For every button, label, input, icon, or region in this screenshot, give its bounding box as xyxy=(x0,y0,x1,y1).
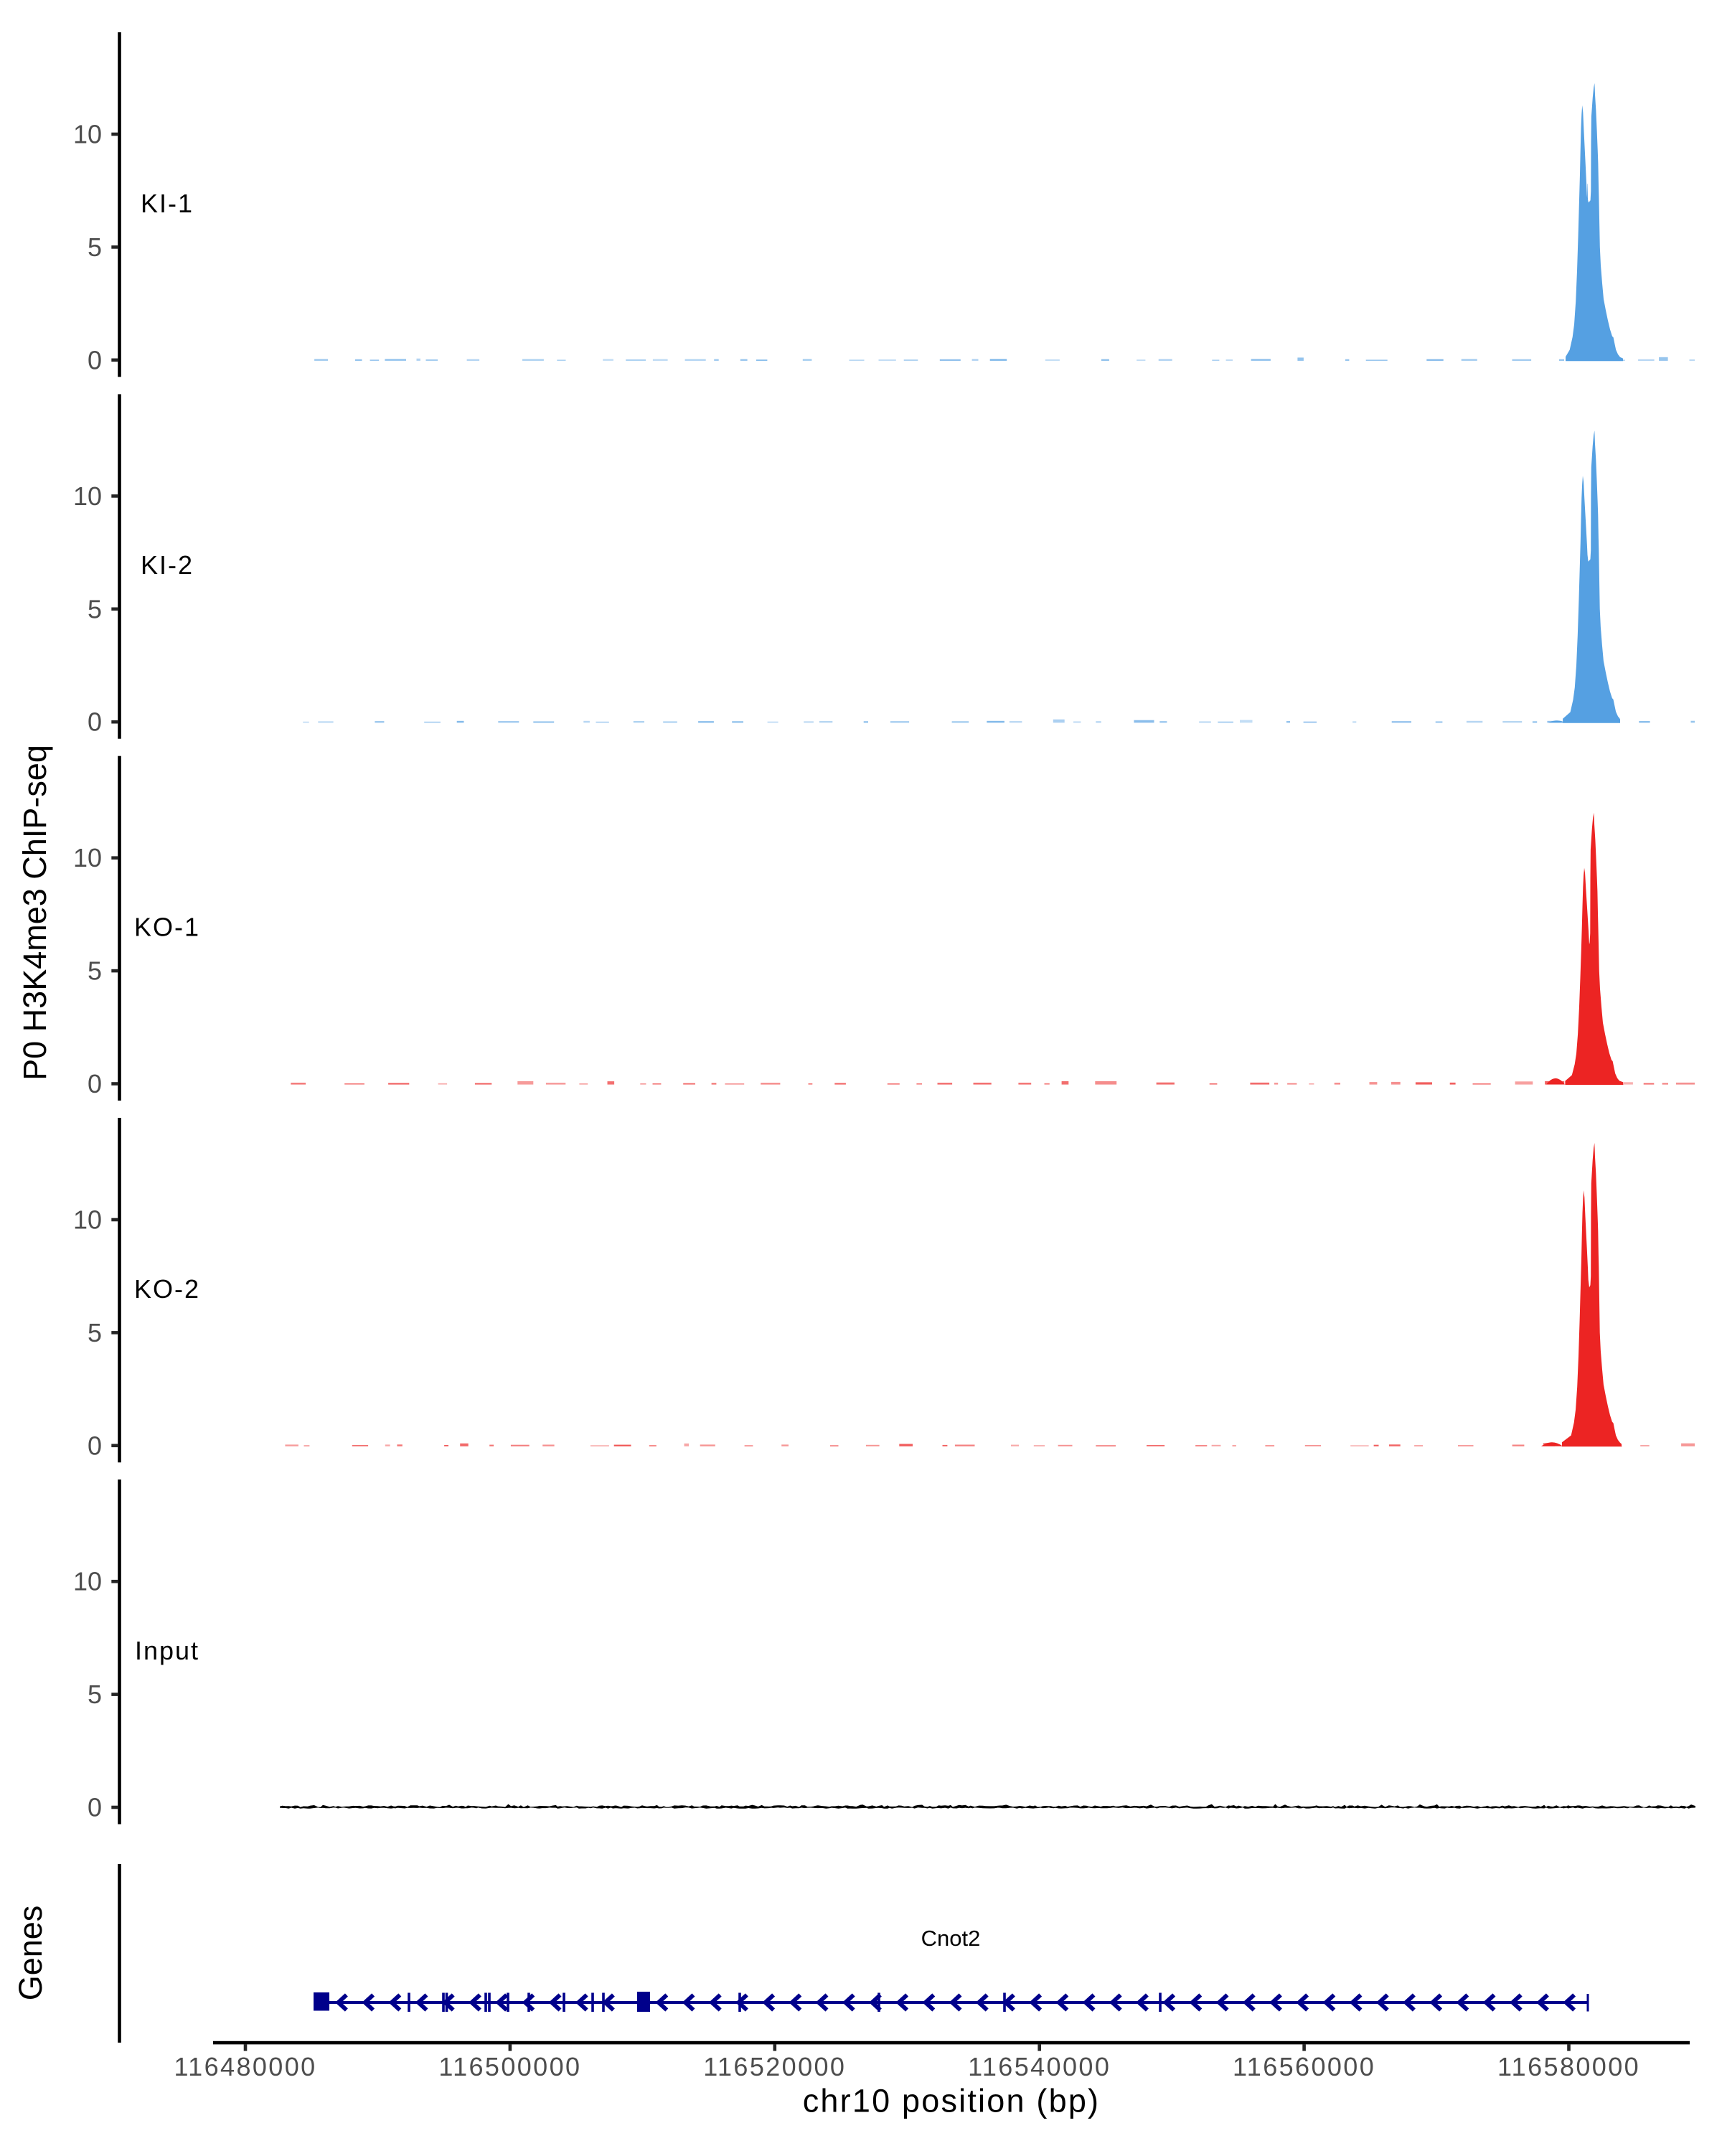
svg-text:10: 10 xyxy=(73,1205,102,1235)
svg-text:KO-1: KO-1 xyxy=(134,913,200,942)
svg-text:116540000: 116540000 xyxy=(968,2052,1111,2081)
svg-text:0: 0 xyxy=(88,345,102,375)
svg-text:0: 0 xyxy=(88,707,102,737)
svg-text:0: 0 xyxy=(88,1793,102,1822)
svg-text:5: 5 xyxy=(88,232,102,262)
svg-text:10: 10 xyxy=(73,481,102,511)
svg-text:KO-2: KO-2 xyxy=(134,1274,200,1304)
svg-text:116560000: 116560000 xyxy=(1233,2052,1375,2081)
svg-text:Input: Input xyxy=(135,1636,199,1665)
svg-text:0: 0 xyxy=(88,1069,102,1098)
svg-text:116520000: 116520000 xyxy=(703,2052,846,2081)
svg-text:5: 5 xyxy=(88,1680,102,1709)
svg-text:10: 10 xyxy=(73,843,102,872)
svg-text:116580000: 116580000 xyxy=(1497,2052,1640,2081)
svg-text:P0 H3K4me3 ChIP-seq: P0 H3K4me3 ChIP-seq xyxy=(17,745,53,1081)
svg-text:116480000: 116480000 xyxy=(174,2052,316,2081)
svg-text:10: 10 xyxy=(73,120,102,149)
svg-text:KI-1: KI-1 xyxy=(141,189,194,218)
svg-text:5: 5 xyxy=(88,594,102,623)
svg-text:0: 0 xyxy=(88,1431,102,1460)
svg-text:chr10 position (bp): chr10 position (bp) xyxy=(803,2083,1101,2119)
svg-text:116500000: 116500000 xyxy=(438,2052,581,2081)
svg-text:Genes: Genes xyxy=(12,1906,49,2001)
svg-text:10: 10 xyxy=(73,1567,102,1596)
svg-text:5: 5 xyxy=(88,956,102,986)
svg-text:KI-2: KI-2 xyxy=(141,550,194,580)
svg-text:5: 5 xyxy=(88,1318,102,1347)
svg-text:Cnot2: Cnot2 xyxy=(921,1926,981,1951)
